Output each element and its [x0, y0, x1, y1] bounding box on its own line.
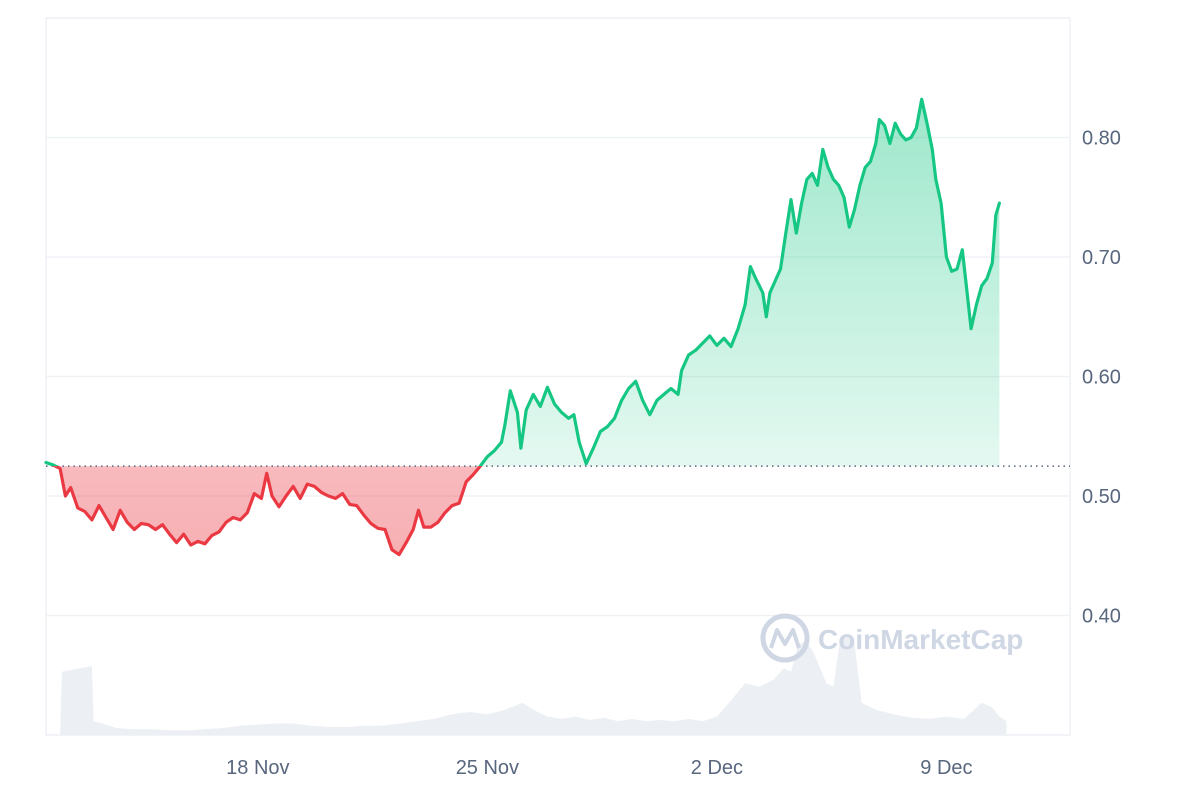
x-tick-label: 25 Nov: [456, 757, 519, 779]
x-axis: 18 Nov 25 Nov 2 Dec 9 Dec: [226, 757, 972, 779]
x-tick-label: 18 Nov: [226, 757, 289, 779]
area-above-baseline: [46, 99, 1000, 467]
price-line-up: [44, 97, 1001, 467]
price-line-down: [51, 466, 483, 557]
volume-area: [46, 636, 1007, 735]
y-tick-label: 0.40: [1082, 606, 1121, 628]
coinmarketcap-logo-icon: [760, 613, 810, 663]
area-fills: [46, 99, 1000, 555]
price-lines: [44, 97, 1001, 557]
y-tick-label: 0.50: [1082, 486, 1121, 508]
watermark-text: CoinMarketCap: [818, 624, 1023, 655]
volume-bars: [46, 636, 1007, 735]
y-tick-label: 0.60: [1082, 367, 1121, 389]
y-tick-label: 0.80: [1082, 128, 1121, 150]
y-tick-label: 0.70: [1082, 247, 1121, 269]
watermark: CoinMarketCap: [760, 613, 1023, 663]
area-below-baseline: [55, 466, 481, 555]
x-tick-label: 9 Dec: [920, 757, 972, 779]
x-tick-label: 2 Dec: [691, 757, 743, 779]
y-axis: 0.80 0.70 0.60 0.50 0.40: [1082, 128, 1121, 628]
